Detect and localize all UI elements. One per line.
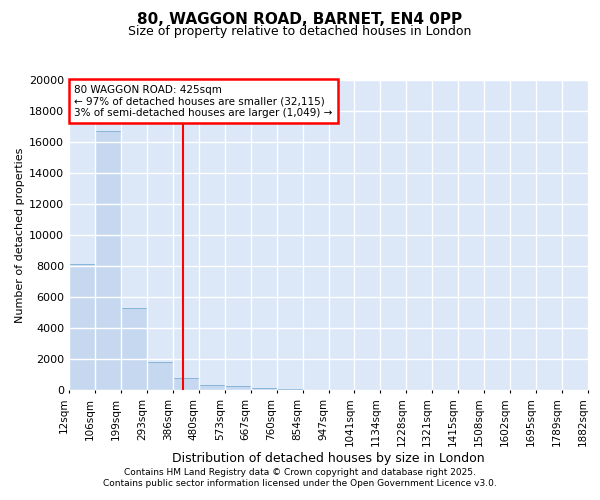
Bar (147, 362, 173, 390)
Text: Contains public sector information licensed under the Open Government Licence v3: Contains public sector information licen… (103, 479, 497, 488)
Bar (199, 384, 224, 390)
Bar (69, 264, 95, 390)
X-axis label: Distribution of detached houses by size in London: Distribution of detached houses by size … (172, 452, 485, 465)
Text: Contains HM Land Registry data © Crown copyright and database right 2025.: Contains HM Land Registry data © Crown c… (124, 468, 476, 477)
Text: Size of property relative to detached houses in London: Size of property relative to detached ho… (128, 24, 472, 38)
Text: 80, WAGGON ROAD, BARNET, EN4 0PP: 80, WAGGON ROAD, BARNET, EN4 0PP (137, 12, 463, 26)
Bar (277, 389, 302, 390)
Bar (251, 388, 277, 390)
Y-axis label: Number of detached properties: Number of detached properties (15, 148, 25, 322)
Bar (225, 386, 251, 390)
Text: 80 WAGGON ROAD: 425sqm
← 97% of detached houses are smaller (32,115)
3% of semi-: 80 WAGGON ROAD: 425sqm ← 97% of detached… (74, 84, 332, 118)
Bar (173, 378, 199, 390)
Bar (121, 308, 147, 390)
Bar (95, 131, 121, 390)
